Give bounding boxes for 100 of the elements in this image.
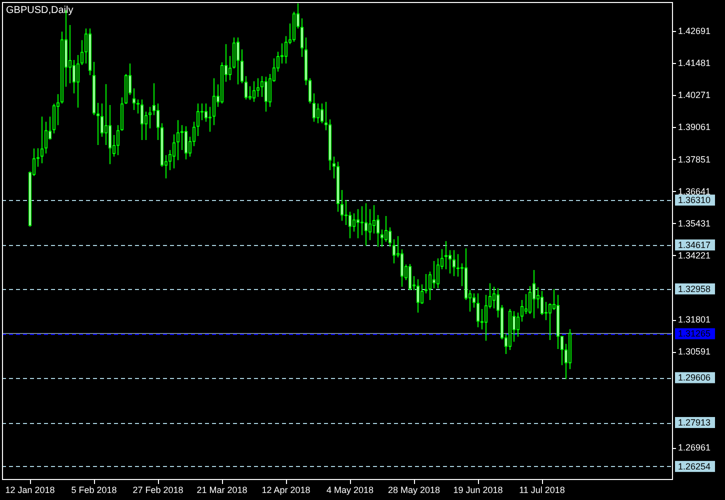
y-tick-label: 1.37851 [678,154,711,164]
candlestick [176,120,180,161]
candlestick [96,102,100,146]
y-tick-label: 1.40271 [678,90,711,100]
candlestick [516,312,520,338]
candlestick [56,94,60,126]
candlestick [316,102,320,124]
candlestick [172,134,176,169]
candlestick [208,106,212,132]
x-tick-label: 5 Feb 2018 [71,485,117,495]
candlestick [492,286,496,309]
candlestick [44,121,48,154]
candlestick [148,106,152,129]
candlestick [392,238,396,264]
y-tick-label: 1.42691 [678,26,711,36]
y-tick-label: 1.35431 [678,218,711,228]
candlestick [344,200,348,226]
candlestick [100,102,104,138]
candlestick [428,271,432,300]
candlestick [528,286,532,314]
candlestick [116,124,120,156]
candlestick [548,302,552,340]
ref-line-label: 1.26254 [678,461,711,472]
candlestick [360,206,364,236]
candlestick [352,212,356,232]
y-tick-label: 1.26961 [678,442,711,453]
candlestick [184,126,188,160]
candlestick [448,250,452,274]
chart-title: GBPUSD,Daily [6,5,74,16]
ref-line-label: 1.27913 [678,418,711,428]
ref-line-label: 1.29606 [678,372,711,383]
candlestick [300,18,304,58]
ref-line-label: 1.34617 [678,240,711,250]
candlestick [228,56,232,81]
candlestick [544,301,548,321]
x-tick-label: 21 Mar 2018 [196,485,248,495]
candlestick [40,116,44,164]
candlestick [72,60,76,94]
candlestick [372,204,376,234]
candlestick [196,102,200,137]
candlestick [236,36,240,85]
candlestick [384,216,388,242]
x-tick-label: 12 Apr 2018 [262,485,310,495]
candlestick [180,124,184,151]
candlestick [204,102,208,122]
candlestick [240,48,244,84]
candlestick [68,24,72,84]
candlestick [532,270,536,319]
candlestick [136,98,140,114]
x-tick-label: 12 Jan 2018 [5,485,55,495]
y-tick-label: 1.31801 [678,314,711,325]
candlestick [252,80,256,102]
candlestick [108,104,112,165]
candlestick [104,84,108,146]
candlestick [356,208,360,239]
candlestick [264,76,268,112]
candlestick [388,226,392,248]
candlestick [476,292,480,328]
candlestick [436,258,440,289]
candlestick [340,190,344,222]
candlestick [432,260,436,289]
candlestick [380,229,384,248]
candlestick [52,103,56,134]
candlestick [520,299,524,322]
candlestick [212,78,216,126]
candlestick [320,102,324,124]
x-tick-label: 4 May 2018 [326,485,374,495]
ref-line-label: 1.36310 [678,195,711,206]
candlestick [456,254,460,278]
candlestick [472,292,476,308]
candlestick [256,78,260,98]
candlestick [540,290,544,316]
y-tick-label: 1.41481 [678,58,711,68]
candlestick [76,54,80,108]
candlestick [248,86,252,100]
candlestick [348,211,352,239]
candlestick [400,248,404,288]
candlestick [524,294,528,314]
candlestick [452,250,456,277]
candlestick [484,294,488,342]
ref-line-label: 1.32958 [678,284,711,294]
candlestick [140,98,144,140]
ref-line-label: 1.31265 [678,328,711,339]
x-tick-label: 28 May 2018 [388,485,440,495]
x-tick-label: 19 Jun 2018 [453,485,503,495]
candlestick [420,284,424,304]
candlestick [364,202,368,246]
candlestick [132,88,136,111]
y-tick-label: 1.39061 [678,122,711,132]
candlestick [312,92,316,122]
candlestick [244,76,248,100]
candlestick [408,263,412,291]
candlestick [284,36,288,64]
y-tick-label: 1.36641 [678,186,711,196]
candlestick [444,240,448,270]
x-tick-label: 11 Jul 2018 [519,485,565,495]
candlestick [368,208,372,241]
x-tick-label: 27 Feb 2018 [132,485,184,495]
candlestick [416,278,420,314]
y-tick-label: 1.30591 [678,346,711,357]
